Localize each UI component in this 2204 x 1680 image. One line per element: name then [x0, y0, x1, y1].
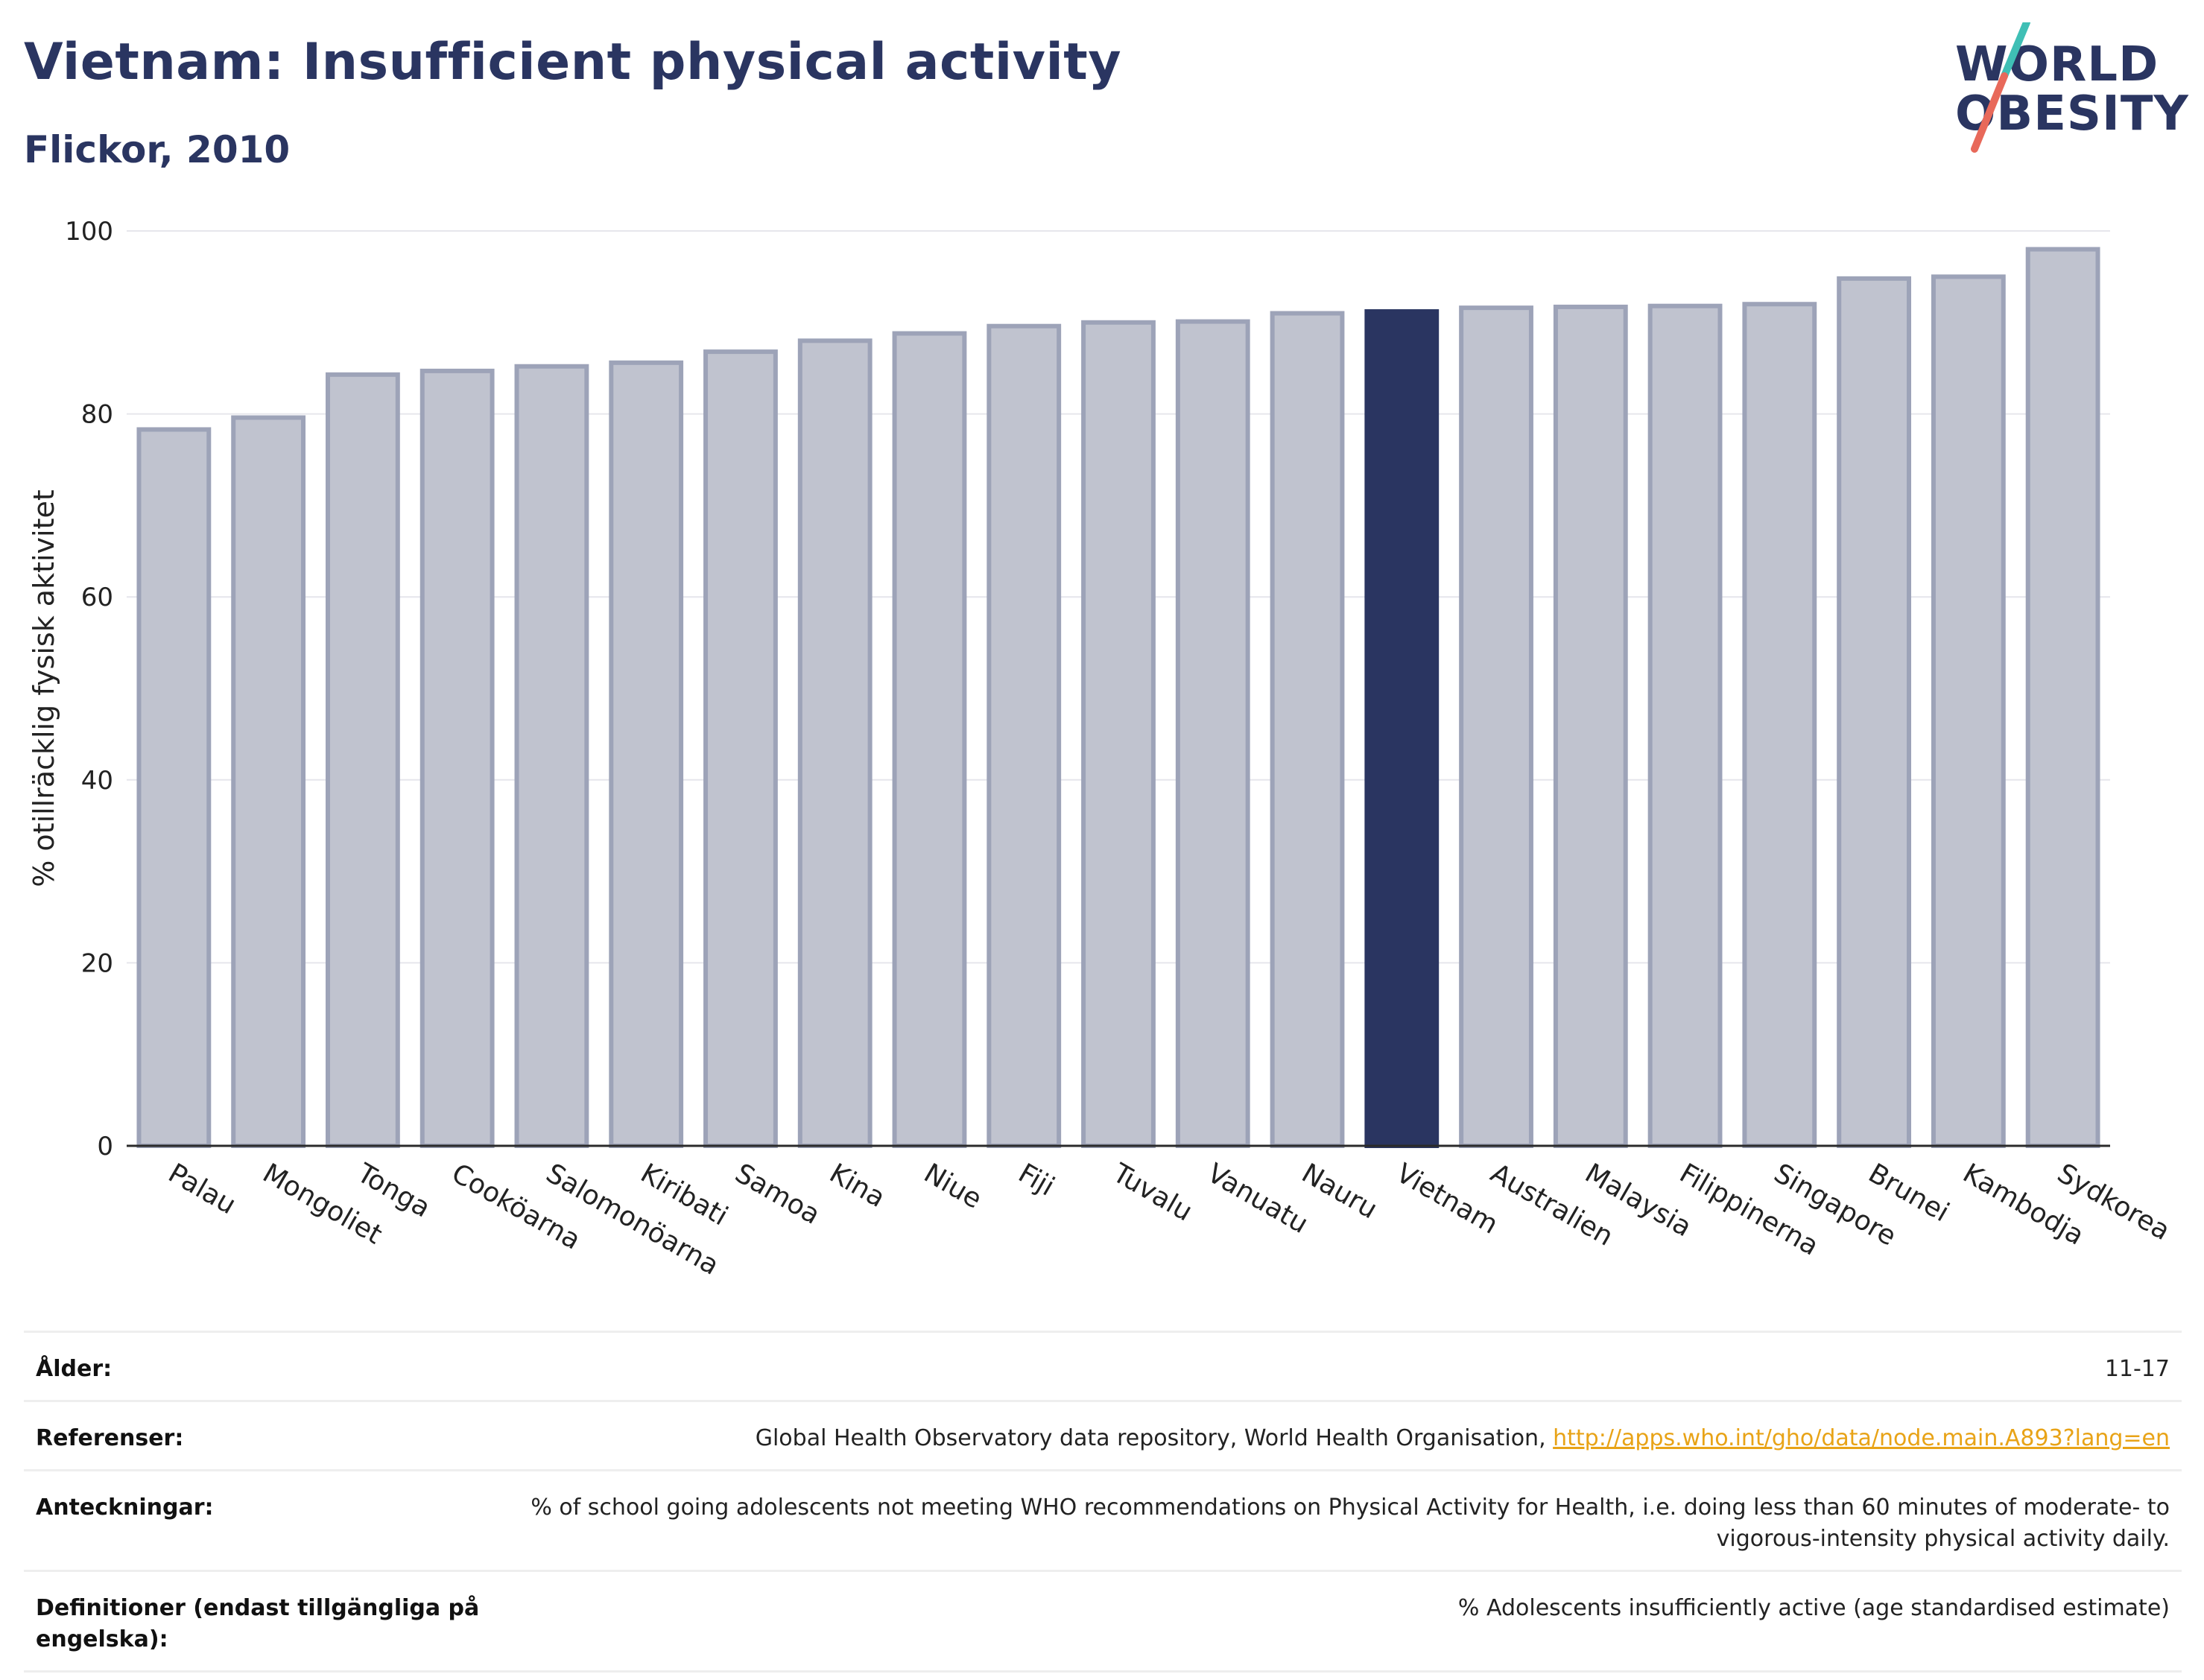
info-table: Ålder: 11-17 Referenser: Global Health O… [24, 1331, 2182, 1673]
x-tick-label: Tuvalu [1107, 1158, 1197, 1228]
x-tick-label: Vanuatu [1202, 1158, 1313, 1240]
info-row-notes: Anteckningar: % of school going adolesce… [24, 1469, 2182, 1570]
info-label-references: Referenser: [36, 1425, 184, 1451]
chart-title: Vietnam: Insufficient physical activity [24, 33, 1122, 92]
bar [326, 372, 400, 1148]
bar [892, 331, 967, 1148]
bar [1837, 276, 1911, 1149]
chart-subtitle: Flickor, 2010 [24, 128, 291, 171]
info-value-references: Global Health Observatory data repositor… [513, 1423, 2170, 1454]
bar-chart: 0 20 40 60 80 100 % otillräcklig fysisk aktivi… [28, 217, 2175, 1281]
x-tick-label: Vietnam [1391, 1158, 1503, 1240]
bar [609, 360, 684, 1148]
bar [987, 323, 1062, 1148]
logo-word-world: WORLD [1955, 37, 2159, 92]
bar [419, 368, 495, 1148]
bar [1647, 303, 1723, 1148]
bar [1459, 305, 1533, 1149]
info-label-notes: Anteckningar: [36, 1494, 214, 1521]
y-tick-label: 20 [81, 948, 113, 978]
info-value-notes: % of school going adolescents not meetin… [531, 1494, 2170, 1552]
bar [797, 338, 873, 1149]
bar [1553, 304, 1628, 1149]
y-axis-label: % otillräcklig fysisk aktivitet [28, 489, 60, 887]
bar [1364, 309, 1440, 1149]
info-row-definitions: Definitioner (endast tillgängliga på eng… [24, 1570, 2182, 1673]
bar [514, 364, 589, 1148]
bar [1742, 302, 1817, 1149]
info-row-age: Ålder: 11-17 [24, 1331, 2182, 1400]
bar [231, 415, 306, 1148]
x-tick-label: Niue [919, 1158, 987, 1214]
bar [1081, 320, 1156, 1148]
y-tick-label: 0 [97, 1132, 113, 1161]
info-value-age: 11-17 [2104, 1356, 2170, 1382]
world-obesity-logo: WORLD OBESITY [1937, 22, 2191, 164]
info-value-definitions: % Adolescents insufficiently active (age… [1457, 1595, 2170, 1621]
x-tick-label: Palau [163, 1158, 241, 1220]
logo-slash-icon [1971, 22, 2030, 153]
reference-link[interactable]: http://apps.who.int/gho/data/node.main.A… [1553, 1425, 2170, 1451]
info-row-references: Referenser: Global Health Observatory da… [24, 1400, 2182, 1469]
info-label-age: Ålder: [36, 1356, 113, 1382]
y-tick-label: 60 [81, 583, 113, 612]
bar [703, 349, 778, 1149]
y-tick-label: 40 [81, 766, 113, 796]
bar [1175, 319, 1250, 1148]
bar [1270, 311, 1345, 1148]
x-tick-label: Kina [824, 1158, 890, 1214]
reference-text: Global Health Observatory data repositor… [755, 1425, 1554, 1451]
bar [136, 427, 212, 1148]
x-tick-label: Fiji [1013, 1158, 1060, 1202]
bar [2025, 247, 2100, 1148]
info-label-definitions: Definitioner (endast tillgängliga på eng… [36, 1595, 480, 1652]
x-tick-label: Samoa [729, 1158, 825, 1231]
y-tick-label: 80 [81, 400, 113, 430]
bar [1931, 274, 2006, 1148]
y-tick-label: 100 [65, 217, 113, 247]
